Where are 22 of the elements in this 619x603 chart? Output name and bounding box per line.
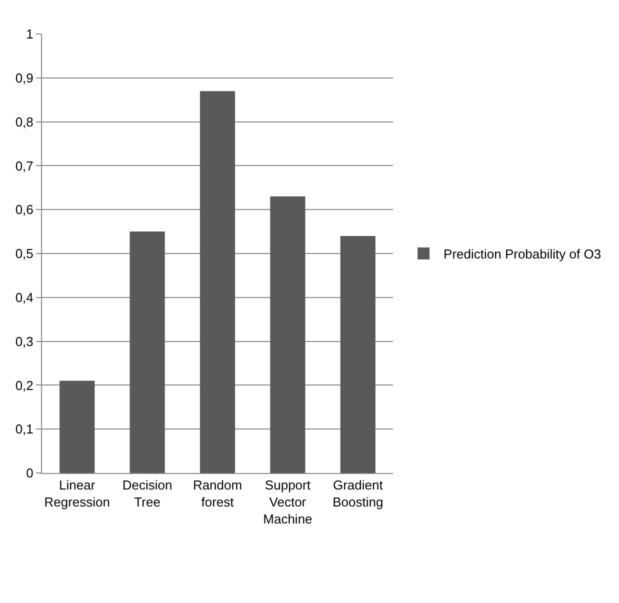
- x-tick-label: Support Vector Machine: [263, 478, 312, 526]
- x-tick-label: Gradient Boosting: [332, 478, 384, 510]
- x-tick-label: Random forest: [192, 478, 242, 510]
- legend-label: Prediction Probability of O3: [444, 246, 602, 262]
- y-tick-label: 0,8: [15, 114, 34, 130]
- y-tick-label: 0,4: [15, 290, 34, 305]
- y-tick-label: 0,2: [15, 378, 34, 393]
- y-tick-label: 0,3: [15, 334, 34, 349]
- bar: [130, 232, 165, 473]
- bar: [340, 236, 376, 473]
- bar: [60, 380, 95, 473]
- y-tick-label: 0,7: [15, 158, 34, 174]
- x-tick-label: Decision Tree: [122, 478, 172, 510]
- y-tick-label: 0: [26, 466, 34, 481]
- bar: [270, 196, 306, 473]
- y-tick-label: 0,6: [15, 202, 34, 218]
- bar: [200, 91, 236, 473]
- y-tick-label: 0,1: [15, 422, 34, 437]
- y-tick-label: 0,9: [15, 70, 34, 86]
- y-tick-label: 0,5: [15, 246, 34, 262]
- x-tick-label: Linear Regression: [44, 478, 110, 510]
- y-tick-label: 1: [26, 26, 34, 42]
